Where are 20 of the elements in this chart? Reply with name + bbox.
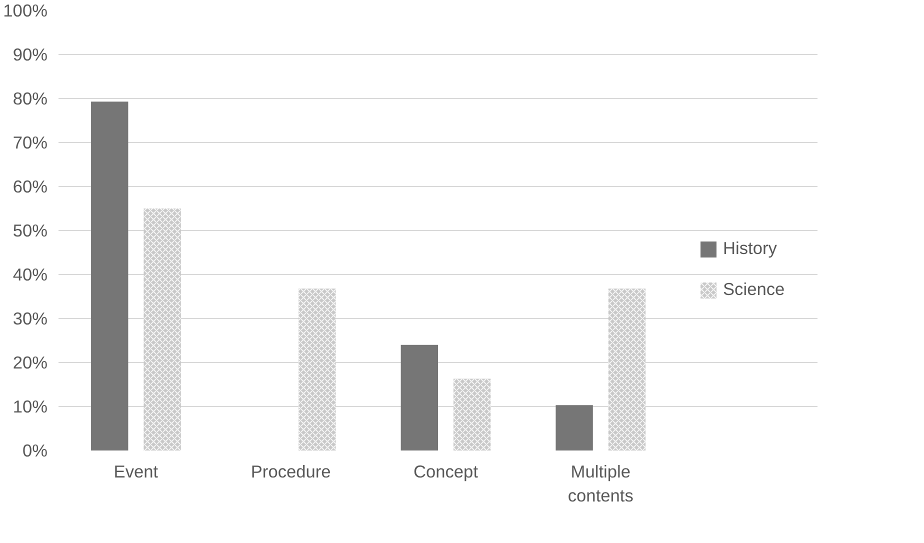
legend-label: History: [723, 238, 777, 259]
x-tick-label: Concept: [413, 462, 478, 482]
y-tick-label: 100%: [3, 0, 48, 20]
y-tick-label: 0%: [22, 440, 48, 460]
y-tick-label: 50%: [12, 220, 48, 240]
x-tick-label: Multiple contents: [568, 462, 634, 506]
bar: [400, 344, 438, 450]
y-tick-label: 20%: [12, 352, 48, 372]
bar: [91, 102, 128, 450]
y-tick-label: 30%: [12, 308, 48, 328]
x-tick-label: Event: [114, 462, 158, 482]
y-tick-label: 40%: [12, 264, 48, 284]
y-tick-label: 90%: [12, 44, 48, 64]
bar: [556, 405, 593, 450]
y-tick-label: 10%: [12, 396, 48, 416]
y-tick-label: 60%: [12, 176, 48, 196]
x-tick-label: Procedure: [250, 462, 331, 482]
y-tick-label: 70%: [12, 132, 48, 152]
legend-label: Science: [723, 279, 785, 300]
y-tick-label: 80%: [12, 88, 48, 108]
